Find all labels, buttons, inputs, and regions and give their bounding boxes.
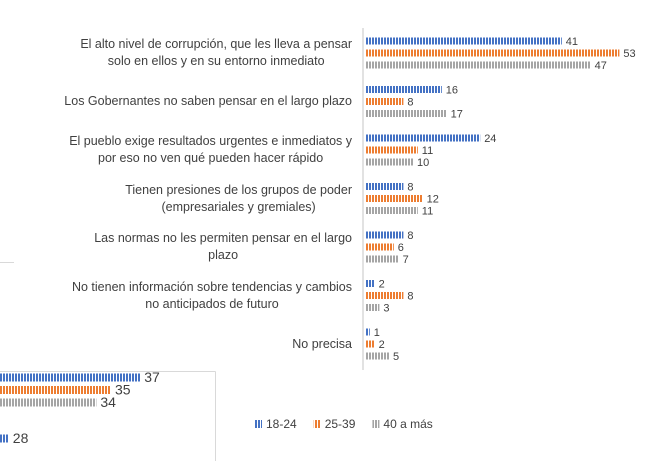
- category-text: No tienen información sobre tendencias y…: [71, 279, 352, 311]
- value-label: 8: [407, 181, 413, 193]
- value-label: 2: [379, 339, 385, 351]
- value-label: 28: [13, 430, 29, 446]
- legend-label: 40 a más: [383, 417, 432, 431]
- category-label: El alto nivel de corrupción, que les lle…: [80, 36, 352, 70]
- bar: [365, 158, 413, 166]
- category-label: El pueblo exige resultados urgentes e in…: [69, 133, 352, 167]
- category-label: Tienen presiones de los grupos de poder …: [125, 182, 352, 216]
- value-label: 41: [566, 36, 578, 48]
- category-text: Los Gobernantes no saben pensar en el la…: [64, 94, 352, 108]
- bar: [365, 328, 370, 336]
- category-label: No tienen información sobre tendencias y…: [72, 279, 352, 313]
- value-label: 12: [427, 193, 439, 205]
- value-label: 3: [383, 302, 389, 314]
- category-text: Las normas no les permiten pensar en el …: [94, 231, 352, 262]
- value-label: 37: [144, 369, 160, 385]
- legend-swatch: [313, 420, 321, 428]
- value-label: 24: [484, 133, 496, 145]
- category-text: No precisa: [292, 336, 352, 351]
- bar: [365, 243, 394, 251]
- bar: [365, 37, 562, 45]
- value-label: 8: [407, 96, 413, 108]
- bar: [365, 231, 404, 239]
- value-label: 47: [595, 60, 607, 72]
- bar: [365, 352, 389, 360]
- value-label: 11: [422, 145, 433, 157]
- value-label: 17: [451, 108, 463, 120]
- bar: [365, 134, 481, 142]
- value-label: 5: [393, 351, 399, 363]
- category-label: No precisa: [292, 336, 352, 353]
- bar: [0, 386, 111, 394]
- bar: [0, 398, 97, 407]
- value-label: 11: [422, 205, 433, 217]
- bar: [365, 195, 423, 202]
- bar: [365, 61, 591, 69]
- value-label: 53: [623, 48, 635, 60]
- category-text: Tienen presiones de los grupos de poder …: [125, 182, 352, 214]
- value-label: 35: [115, 382, 131, 398]
- category-text: El alto nivel de corrupción, que les lle…: [80, 37, 352, 68]
- value-label: 16: [446, 84, 458, 96]
- bar: [0, 434, 9, 443]
- bar: [0, 373, 141, 382]
- bar: [365, 110, 447, 117]
- legend-label: 18-24: [266, 417, 297, 431]
- bar: [365, 280, 375, 287]
- legend-swatch: [255, 420, 262, 428]
- bar: [365, 183, 404, 190]
- bar: [365, 98, 404, 105]
- bar: [365, 146, 418, 154]
- bar: [365, 49, 620, 57]
- value-label: 2: [379, 278, 385, 290]
- bar: [365, 255, 399, 263]
- value-label: 34: [100, 394, 116, 410]
- value-label: 8: [407, 290, 413, 302]
- bar: [365, 86, 442, 93]
- value-label: 1: [374, 327, 380, 339]
- legend-swatch: [372, 420, 380, 428]
- bar: [365, 340, 375, 348]
- bar: [365, 292, 404, 299]
- legend-label: 25-39: [325, 417, 356, 431]
- value-label: 10: [417, 157, 429, 169]
- value-label: 6: [398, 242, 404, 254]
- bar: [365, 304, 380, 311]
- bar: [365, 207, 418, 214]
- category-label: Las normas no les permiten pensar en el …: [94, 230, 352, 264]
- category-label: Los Gobernantes no saben pensar en el la…: [64, 93, 352, 110]
- value-label: 8: [407, 230, 413, 242]
- value-label: 7: [403, 254, 409, 266]
- category-text: El pueblo exige resultados urgentes e in…: [69, 134, 352, 165]
